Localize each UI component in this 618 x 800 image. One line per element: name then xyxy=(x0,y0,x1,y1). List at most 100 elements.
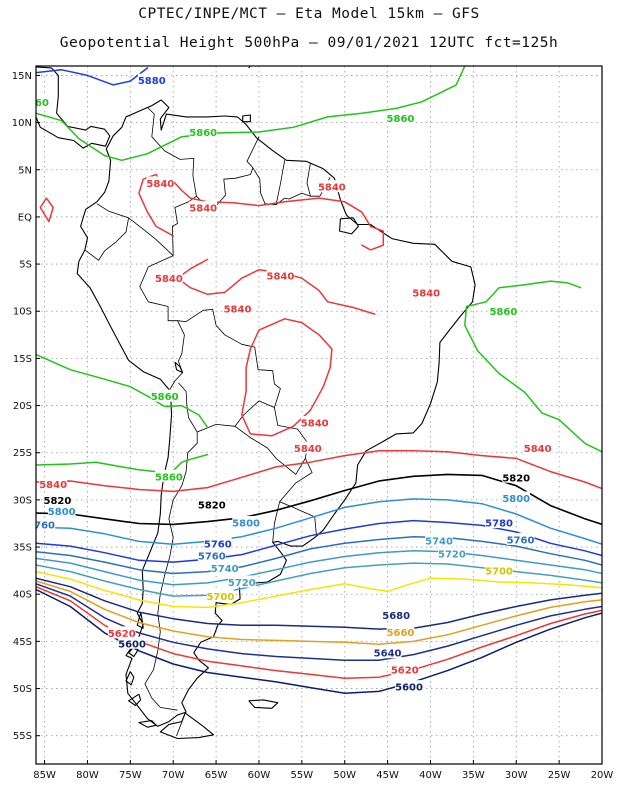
coastline xyxy=(159,712,215,740)
country-border xyxy=(279,458,317,535)
contour-label-bg xyxy=(146,176,175,189)
contour-5860 xyxy=(36,353,209,429)
lon-tick-label: 20W xyxy=(591,770,614,781)
contour-label-bg xyxy=(107,626,136,639)
contour-label: 5800 xyxy=(232,519,260,530)
coastline xyxy=(248,699,279,709)
contour-label-bg xyxy=(489,304,518,317)
lat-tick-label: 40S xyxy=(13,590,32,601)
coastline xyxy=(339,217,359,235)
contour-5860 xyxy=(36,66,466,162)
contour-label-bg xyxy=(150,389,179,402)
contour-5660 xyxy=(36,580,602,645)
latitude-tick-labels: 15N 10N 5N EQ 5S 10S 15S 20S 25S 30S 35S 40S 45S 50S 5… xyxy=(12,71,40,742)
contour-5720 xyxy=(36,562,602,597)
contour-label-bg xyxy=(137,73,166,86)
contour-label: 5820 xyxy=(502,473,530,484)
contour-label-bg xyxy=(502,491,531,504)
contour-label-bg xyxy=(425,533,453,546)
lon-tick-label: 80W xyxy=(76,770,99,781)
map-title-line-1: CPTEC/INPE/MCT – Eta Model 15km – GFS xyxy=(138,6,480,22)
country-border xyxy=(144,382,198,711)
longitude-tick-labels: 85W 80W 75W 70W 65W 60W 55W 50W 45W 40W 35W 30W 25W 2… xyxy=(33,760,613,781)
lat-tick-label: 55S xyxy=(13,731,32,742)
contour-label: 5840 xyxy=(189,203,217,214)
contour-5860 xyxy=(36,453,209,473)
coastline xyxy=(125,671,135,686)
lat-tick-label: 15N xyxy=(12,71,32,82)
contour-label-bg xyxy=(198,498,226,511)
contour-label-bg xyxy=(155,469,183,482)
contour-label: 5820 xyxy=(44,496,72,507)
contour-label-bg xyxy=(386,111,415,124)
contour-label: 5720 xyxy=(228,578,256,589)
contour-5840 xyxy=(36,450,602,493)
contour-5880 xyxy=(36,67,149,86)
contour-label-bg xyxy=(523,441,552,454)
contour-label-bg xyxy=(395,680,423,693)
country-border xyxy=(128,217,174,256)
contour-label: 5760 xyxy=(507,536,535,547)
lon-tick-label: 60W xyxy=(248,770,271,781)
contour-label-bg xyxy=(155,271,183,284)
contour-label: 5600 xyxy=(118,639,146,650)
lat-tick-label: 50S xyxy=(13,684,32,695)
plot-frame xyxy=(35,65,603,765)
contour-label: 5880 xyxy=(138,76,166,87)
contour-label-bg xyxy=(204,536,232,549)
contour-label: 5800 xyxy=(502,494,530,505)
lon-tick-label: 35W xyxy=(462,770,485,781)
lon-tick-label: 85W xyxy=(33,770,56,781)
contour-label-bg xyxy=(412,285,440,298)
country-border xyxy=(275,160,286,205)
contour-label: 5780 xyxy=(485,519,513,530)
country-border xyxy=(197,400,275,433)
contour-label-bg xyxy=(438,547,466,560)
lon-tick-label: 25W xyxy=(548,770,571,781)
lat-tick-label: 15S xyxy=(13,354,32,365)
contour-label: 760 xyxy=(34,520,55,531)
contour-label: 5860 xyxy=(489,307,517,318)
contour-label: 5620 xyxy=(391,666,419,677)
contour-label: 5840 xyxy=(524,444,552,455)
contour-label-bg xyxy=(223,301,252,314)
contour-label-bg xyxy=(318,180,346,193)
contour-label: 5840 xyxy=(318,183,346,194)
lon-tick-label: 50W xyxy=(333,770,356,781)
lat-tick-label: 5N xyxy=(18,165,32,176)
contour-label: 5840 xyxy=(266,271,294,282)
contour-5860 xyxy=(464,280,602,453)
lat-tick-label: 10S xyxy=(13,307,32,318)
coastline xyxy=(242,114,251,123)
contour-5760 xyxy=(36,535,602,575)
contour-label: 5860 xyxy=(151,392,179,403)
contour-label-bg xyxy=(36,95,50,108)
contour-label: 5700 xyxy=(485,567,513,578)
lon-tick-label: 55W xyxy=(291,770,314,781)
coastline xyxy=(0,220,6,227)
lon-tick-label: 65W xyxy=(205,770,228,781)
contour-label: 5840 xyxy=(224,304,252,315)
contour-label: 5720 xyxy=(438,550,466,561)
lon-tick-label: 70W xyxy=(162,770,185,781)
contour-label: 5840 xyxy=(294,444,322,455)
lat-tick-label: EQ xyxy=(18,212,32,223)
contour-label-bg xyxy=(294,441,322,454)
contour-label-bg xyxy=(189,125,218,138)
contour-label: 5840 xyxy=(39,480,67,491)
contour-label-bg xyxy=(502,470,531,483)
contour-label: 5740 xyxy=(425,536,453,547)
contour-label-bg xyxy=(300,416,329,429)
contour-label-bg xyxy=(43,493,72,506)
contour-label: 5740 xyxy=(211,564,239,575)
contour-label-bg xyxy=(232,516,260,529)
lat-tick-label: 5S xyxy=(19,260,32,271)
contour-label: 5840 xyxy=(146,179,174,190)
coastline xyxy=(174,361,184,374)
contour-label-bg xyxy=(228,575,256,588)
contour-label: 60 xyxy=(35,98,49,109)
contour-label: 5860 xyxy=(189,128,217,139)
coastline xyxy=(136,612,144,629)
country-border xyxy=(147,107,197,256)
